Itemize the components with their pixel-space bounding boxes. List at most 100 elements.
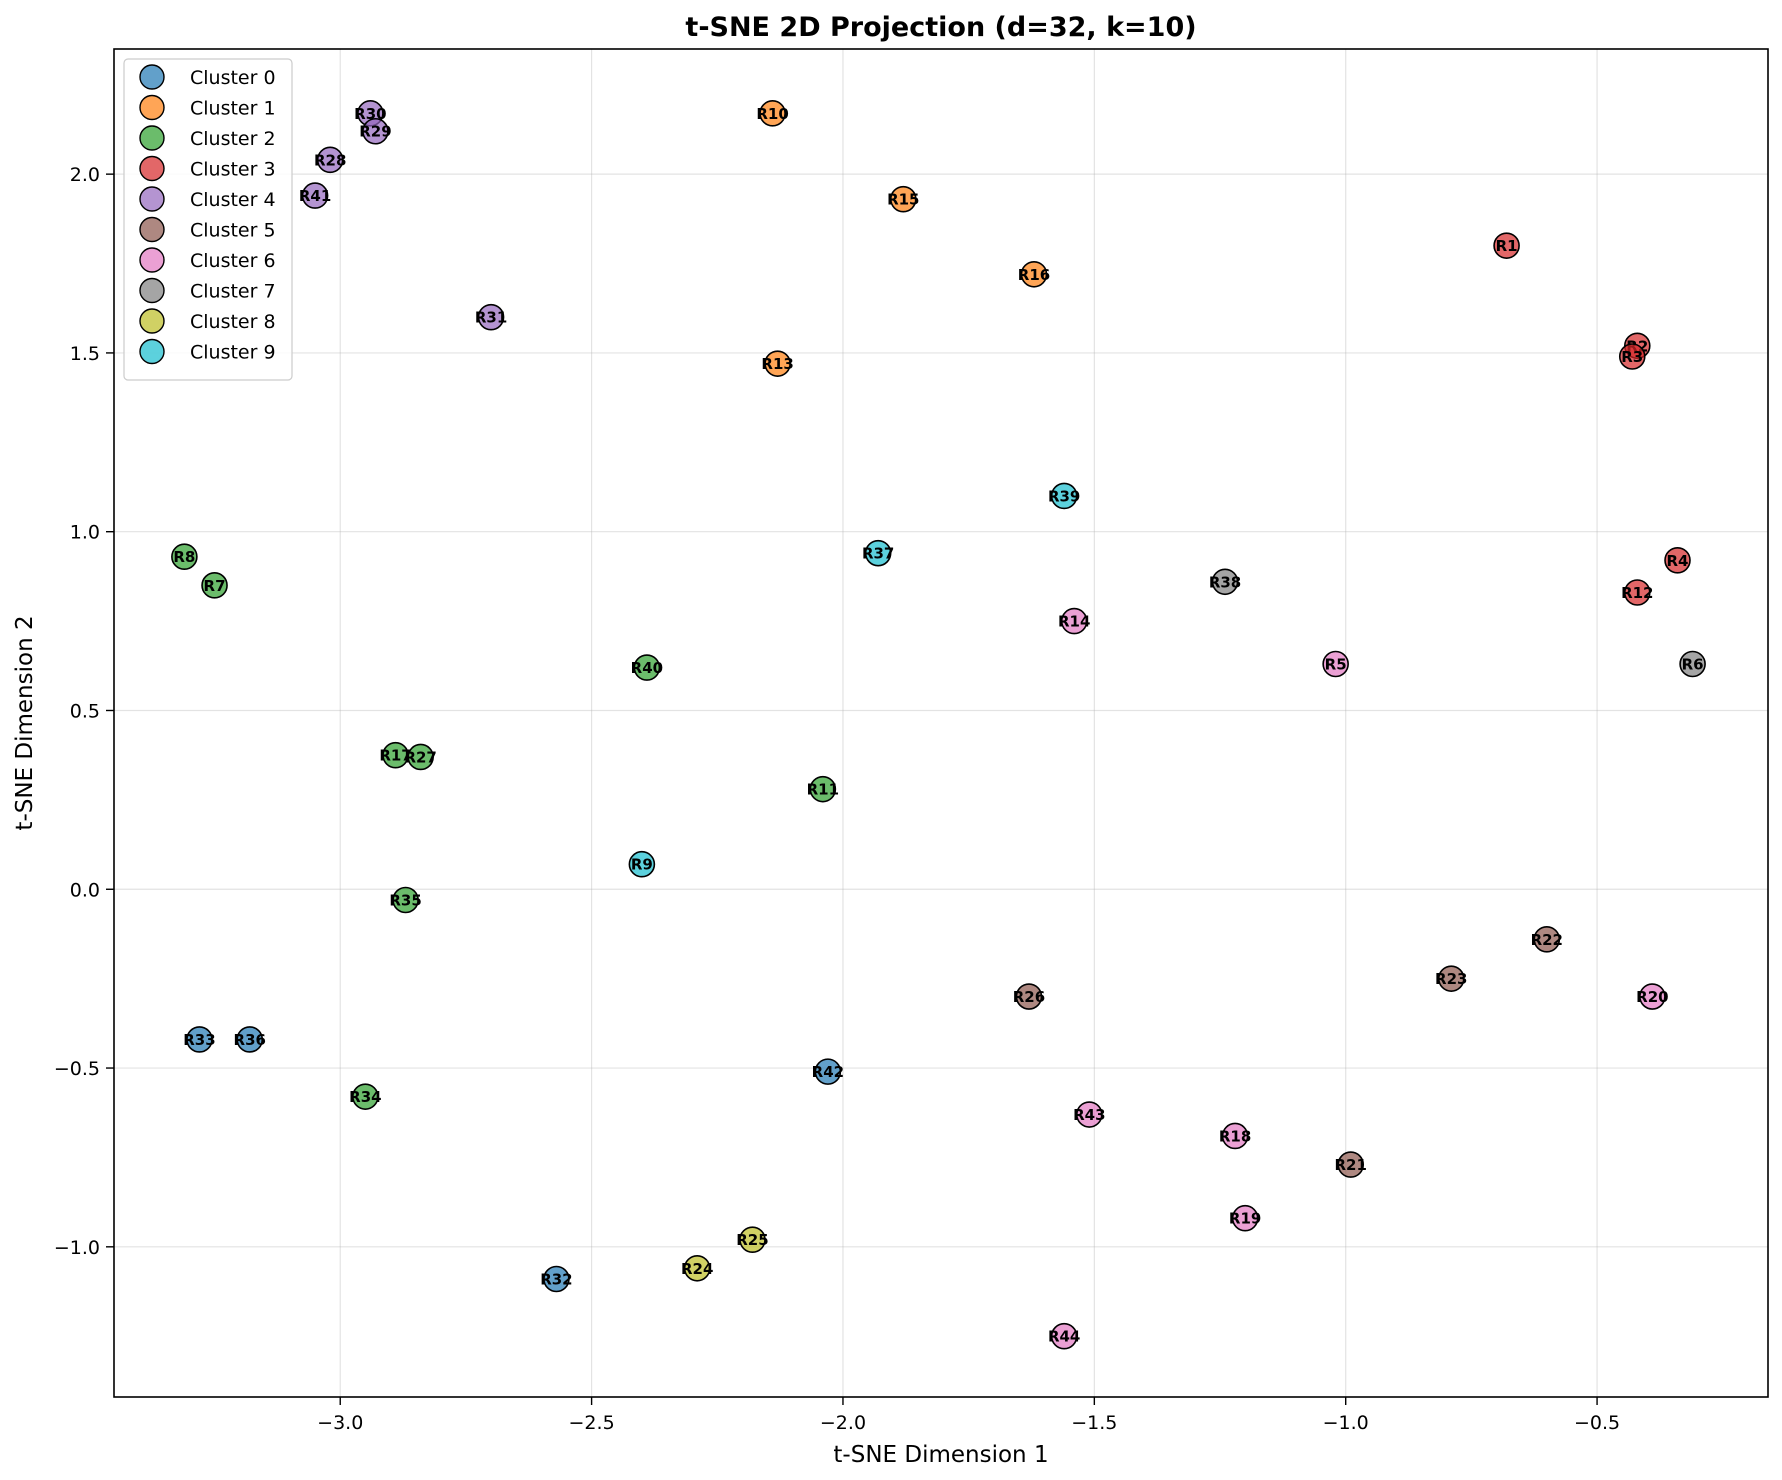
chart-title: t-SNE 2D Projection (d=32, k=10)	[685, 12, 1196, 43]
legend-entry: Cluster 3	[190, 159, 276, 181]
scatter-point	[1639, 983, 1666, 1010]
point-label: R10	[756, 105, 788, 123]
legend-marker	[139, 216, 165, 243]
point-label: R21	[1335, 1156, 1367, 1174]
point-label: R14	[1058, 613, 1090, 631]
point-label: R40	[631, 659, 663, 677]
scatter-point	[864, 539, 892, 567]
point-label: R16	[1018, 266, 1050, 284]
x-tick-label: −2.0	[820, 1412, 866, 1434]
scatter-point	[352, 1083, 379, 1110]
scatter-point	[759, 100, 786, 127]
scatter-point	[1493, 232, 1520, 259]
point-label: R37	[862, 545, 894, 563]
scatter-point	[1221, 1122, 1249, 1150]
point-label: R9	[631, 856, 653, 874]
scatter-point	[316, 146, 344, 174]
point-label: R39	[1048, 487, 1080, 505]
scatter-point	[301, 182, 329, 209]
point-label: R17	[379, 747, 411, 765]
point-label: R35	[389, 891, 421, 909]
point-label: R31	[475, 309, 507, 327]
scatter-point	[1015, 983, 1043, 1010]
y-tick-label: −1.0	[54, 1237, 100, 1259]
scatter-point	[1231, 1204, 1259, 1232]
scatter-point	[407, 743, 434, 771]
point-label: R34	[349, 1088, 381, 1106]
scatter-point	[362, 117, 389, 145]
point-label: R22	[1531, 931, 1563, 949]
point-label: R26	[1013, 988, 1045, 1006]
point-label: R15	[887, 191, 919, 209]
scatter-point	[1211, 568, 1239, 596]
legend-marker	[139, 186, 165, 212]
legend-marker	[139, 308, 165, 334]
legend-marker	[139, 155, 165, 182]
legend-marker	[139, 64, 165, 90]
point-label: R43	[1073, 1106, 1105, 1124]
y-tick-label: 2.0	[70, 164, 100, 186]
scatter-point	[1618, 343, 1646, 370]
legend: Cluster 0 Cluster 1 Cluster 2 Cluster 3 Clus…	[123, 58, 293, 381]
point-label: R33	[183, 1031, 215, 1049]
point-label: R38	[1209, 573, 1241, 591]
legend-entry: Cluster 2	[190, 128, 276, 150]
legend-marker	[139, 277, 165, 304]
point-label: R20	[1636, 988, 1668, 1006]
point-label: R4	[1667, 552, 1689, 570]
scatter-point	[628, 850, 656, 878]
point-label: R18	[1219, 1127, 1251, 1145]
y-tick-label: 1.5	[70, 343, 100, 365]
axis-ticks: −3.0 −2.5 −2.0 −1.5 −1.0 −0.5 −1.0 −0.5 0.0 0.5 1.…	[54, 164, 1620, 1434]
y-tick-label: 0.0	[70, 879, 100, 901]
legend-entry: Cluster 9	[190, 342, 276, 364]
legend-marker	[139, 247, 165, 273]
scatter-point	[739, 1226, 766, 1253]
legend-entry: Cluster 1	[190, 98, 276, 120]
point-label: R6	[1682, 656, 1704, 674]
scatter-point	[1060, 607, 1088, 635]
point-label: R44	[1048, 1328, 1080, 1346]
legend-entry: Cluster 8	[190, 311, 276, 333]
point-label: R32	[540, 1271, 572, 1289]
point-label: R24	[681, 1260, 713, 1278]
point-label: R1	[1496, 237, 1518, 255]
scatter-point	[1533, 926, 1561, 953]
scatter-point	[1050, 1322, 1078, 1350]
scatter-point	[814, 1058, 842, 1085]
point-label: R8	[173, 548, 195, 566]
scatter-point	[543, 1265, 570, 1293]
point-label: R42	[812, 1063, 844, 1081]
point-label: R3	[1621, 348, 1643, 366]
scatter-point	[1623, 579, 1651, 606]
point-label: R27	[404, 748, 436, 766]
legend-entry: Cluster 6	[190, 250, 276, 272]
x-tick-label: −1.0	[1323, 1412, 1369, 1434]
point-label: R19	[1229, 1210, 1261, 1228]
scatter-point	[171, 543, 198, 571]
point-label: R36	[234, 1031, 266, 1049]
legend-entry: Cluster 5	[190, 220, 276, 242]
scatter-point	[1337, 1151, 1365, 1178]
legend-marker	[139, 125, 165, 151]
point-label: R11	[807, 781, 839, 799]
point-label: R23	[1435, 970, 1467, 988]
legend-box	[123, 58, 293, 381]
scatter-point	[201, 572, 228, 599]
point-label: R5	[1325, 656, 1347, 674]
scatter-point	[889, 185, 917, 213]
scatter-point	[392, 886, 419, 914]
scatter-point	[633, 654, 661, 681]
scatter-point	[236, 1026, 264, 1053]
x-tick-label: −1.5	[1071, 1412, 1117, 1434]
scatter-point	[1664, 547, 1691, 574]
point-label: R28	[314, 151, 346, 169]
scatter-point	[186, 1026, 213, 1053]
point-label: R13	[761, 355, 793, 373]
scatter-point	[764, 350, 791, 377]
point-label: R29	[359, 123, 391, 141]
point-label: R12	[1621, 584, 1653, 602]
legend-marker	[139, 94, 165, 121]
